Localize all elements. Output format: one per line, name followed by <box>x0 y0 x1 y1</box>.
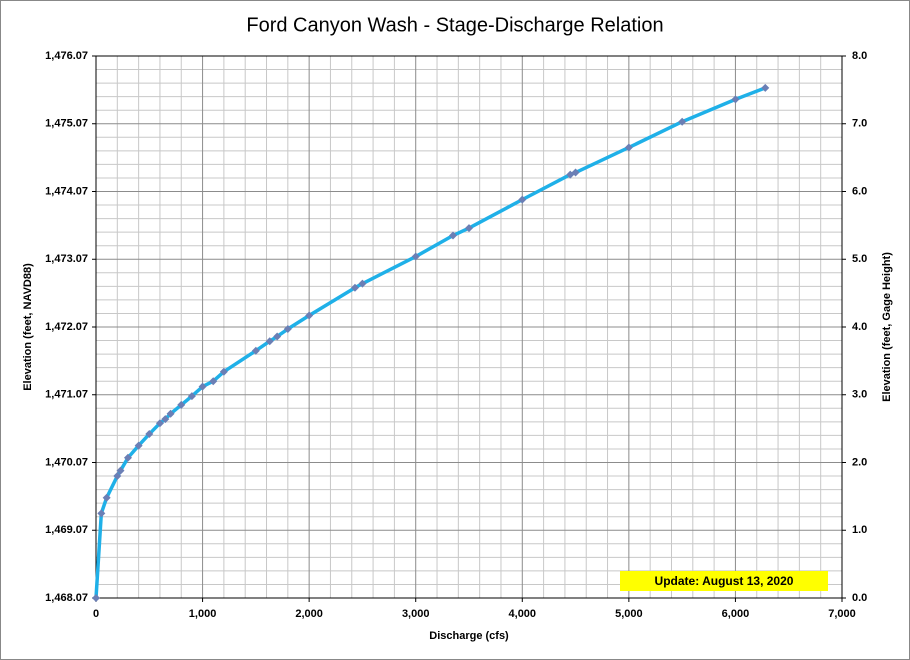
data-point <box>92 594 100 602</box>
data-point <box>411 252 420 261</box>
data-point <box>465 224 473 233</box>
data-point <box>187 392 196 401</box>
y2-tick-label: 0.0 <box>852 592 867 604</box>
y2-tick-label: 4.0 <box>852 321 867 333</box>
data-point <box>571 168 580 177</box>
data-point <box>283 325 292 334</box>
y-tick-label: 1,469.07 <box>45 524 88 536</box>
data-point <box>198 382 207 391</box>
data-point <box>97 509 106 518</box>
y-tick-label: 1,475.07 <box>45 118 88 130</box>
data-point <box>358 279 367 288</box>
y2-tick-label: 1.0 <box>852 524 867 536</box>
plot-frame <box>95 55 843 599</box>
data-point <box>265 337 274 346</box>
data-point <box>761 83 770 92</box>
y-tick-label: 1,471.07 <box>45 389 88 401</box>
x-tick-label: 2,000 <box>295 608 323 620</box>
data-point <box>219 367 228 376</box>
x-tick-label: 3,000 <box>402 608 430 620</box>
y-tick-label: 1,470.07 <box>45 456 88 468</box>
chart-title: Ford Canyon Wash - Stage-Discharge Relat… <box>246 14 663 36</box>
data-point <box>624 143 633 152</box>
data-point <box>731 95 740 104</box>
data-point <box>123 453 132 462</box>
data-point <box>145 430 154 439</box>
data-point <box>449 231 458 240</box>
data-point <box>251 346 260 355</box>
x-tick-label: 4,000 <box>509 608 537 620</box>
data-point <box>166 409 175 418</box>
data-point <box>678 117 687 126</box>
data-point <box>177 400 186 409</box>
y-tick-label: 1,473.07 <box>45 253 88 265</box>
x-tick-label: 6,000 <box>722 608 750 620</box>
data-point <box>102 493 111 502</box>
x-tick-label: 7,000 <box>828 608 856 620</box>
y-tick-label: 1,472.07 <box>45 321 88 333</box>
y-tick-label: 1,468.07 <box>45 592 88 604</box>
annotation: Update: August 13, 2020 <box>655 574 794 588</box>
data-point <box>305 311 314 320</box>
y2-axis-label: Elevation (feet, Gage Height) <box>881 252 893 402</box>
y2-tick-label: 7.0 <box>852 118 867 130</box>
x-tick-label: 5,000 <box>615 608 643 620</box>
x-tick-label: 0 <box>93 608 99 620</box>
x-axis-label: Discharge (cfs) <box>429 630 509 642</box>
data-point <box>134 441 143 450</box>
data-point <box>209 377 218 386</box>
y-tick-label: 1,474.07 <box>45 185 88 197</box>
y-axis-label: Elevation (feet, NAVD88) <box>22 263 34 391</box>
data-point <box>518 195 527 204</box>
y2-tick-label: 2.0 <box>852 456 867 468</box>
x-tick-label: 1,000 <box>189 608 217 620</box>
data-point <box>161 415 170 424</box>
data-point <box>273 332 282 341</box>
y2-tick-label: 3.0 <box>852 389 867 401</box>
data-point <box>116 466 125 475</box>
data-point <box>155 419 164 428</box>
y2-tick-label: 8.0 <box>852 50 867 62</box>
data-point <box>350 283 359 292</box>
data-point <box>113 472 122 481</box>
y2-tick-label: 6.0 <box>852 185 867 197</box>
y2-tick-label: 5.0 <box>852 253 867 265</box>
y-tick-label: 1,476.07 <box>45 50 88 62</box>
annotation-box <box>620 571 828 591</box>
